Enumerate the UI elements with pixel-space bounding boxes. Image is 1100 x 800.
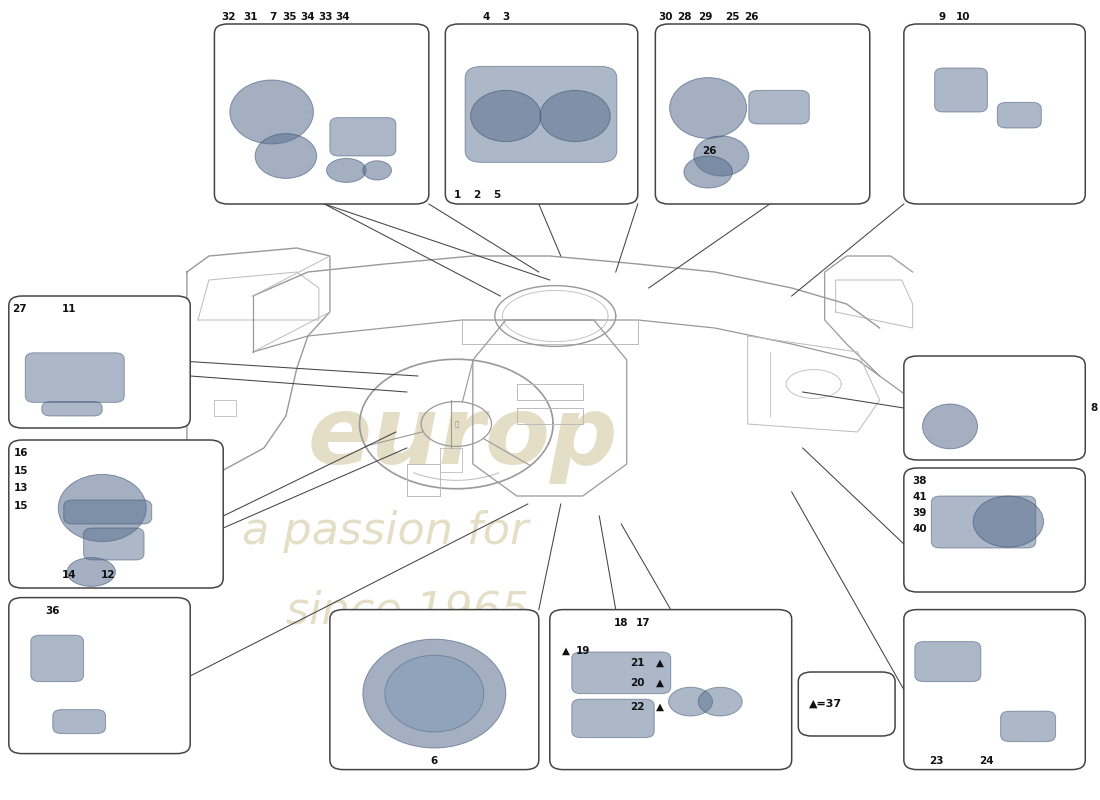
Text: europ: europ [308,392,618,484]
FancyBboxPatch shape [9,598,190,754]
FancyBboxPatch shape [550,610,792,770]
Ellipse shape [540,90,611,142]
Text: 20: 20 [630,678,645,687]
Text: 18: 18 [614,618,628,627]
FancyBboxPatch shape [998,102,1042,128]
Text: 3: 3 [503,12,509,22]
Text: 35: 35 [282,12,296,22]
Text: 4: 4 [482,12,490,22]
FancyBboxPatch shape [904,356,1086,460]
Ellipse shape [363,639,506,748]
FancyBboxPatch shape [53,710,106,734]
FancyBboxPatch shape [749,90,810,124]
Ellipse shape [363,161,392,180]
FancyBboxPatch shape [656,24,870,204]
Text: 15: 15 [14,466,29,475]
FancyBboxPatch shape [799,672,895,736]
Text: 23: 23 [930,757,944,766]
Text: 17: 17 [636,618,650,627]
Ellipse shape [669,687,713,716]
Text: 41: 41 [913,492,927,502]
Text: a passion for: a passion for [242,510,528,553]
FancyBboxPatch shape [42,402,102,416]
Text: 15: 15 [14,501,29,511]
FancyBboxPatch shape [935,68,988,112]
Text: ▲=37: ▲=37 [810,699,843,709]
FancyBboxPatch shape [572,699,654,738]
FancyBboxPatch shape [915,642,981,682]
Ellipse shape [698,687,742,716]
Text: 34: 34 [336,12,351,22]
Text: 27: 27 [12,304,28,314]
FancyBboxPatch shape [64,500,152,524]
Text: 38: 38 [913,476,927,486]
Ellipse shape [58,474,146,542]
Text: 19: 19 [575,646,590,656]
Text: 36: 36 [45,606,60,616]
Text: 39: 39 [913,508,927,518]
Ellipse shape [230,80,313,144]
FancyBboxPatch shape [9,296,190,428]
FancyBboxPatch shape [932,496,1036,548]
Ellipse shape [67,558,116,586]
FancyBboxPatch shape [572,652,671,694]
Text: 29: 29 [697,12,712,22]
Text: 14: 14 [62,570,77,580]
FancyBboxPatch shape [904,610,1086,770]
Text: 30: 30 [658,12,672,22]
Text: 34: 34 [300,12,316,22]
FancyBboxPatch shape [904,24,1086,204]
Text: 9: 9 [938,12,946,22]
Text: 26: 26 [702,146,716,156]
Text: 28: 28 [676,12,691,22]
Ellipse shape [327,158,366,182]
Text: 32: 32 [221,12,236,22]
Text: 21: 21 [630,658,645,667]
Text: 26: 26 [744,12,758,22]
Text: 5: 5 [494,190,501,200]
Text: ▲: ▲ [656,678,663,687]
Text: 🐎: 🐎 [454,421,459,427]
FancyBboxPatch shape [330,610,539,770]
Text: 7: 7 [270,12,276,22]
FancyBboxPatch shape [1001,711,1056,742]
Text: 2: 2 [474,190,481,200]
Text: 10: 10 [956,12,970,22]
Ellipse shape [255,134,317,178]
Ellipse shape [670,78,747,138]
Ellipse shape [923,404,978,449]
Text: 25: 25 [725,12,739,22]
Text: since 1965: since 1965 [286,590,529,633]
FancyBboxPatch shape [465,66,617,162]
Text: ▲: ▲ [656,658,663,667]
Text: 13: 13 [14,483,29,493]
FancyBboxPatch shape [84,528,144,560]
Text: 33: 33 [318,12,332,22]
Text: 12: 12 [100,570,116,580]
FancyBboxPatch shape [31,635,84,682]
Text: 1: 1 [454,190,461,200]
Ellipse shape [694,136,749,176]
Text: 11: 11 [62,304,77,314]
Ellipse shape [974,496,1044,547]
Ellipse shape [684,156,733,188]
Text: 40: 40 [913,524,927,534]
Text: 8: 8 [1091,403,1098,413]
Text: 16: 16 [14,448,29,458]
FancyBboxPatch shape [904,468,1086,592]
Text: ▲: ▲ [656,702,663,712]
Ellipse shape [385,655,484,732]
FancyBboxPatch shape [25,353,124,402]
Ellipse shape [471,90,541,142]
FancyBboxPatch shape [446,24,638,204]
Text: 6: 6 [431,757,438,766]
Text: 31: 31 [243,12,258,22]
FancyBboxPatch shape [214,24,429,204]
Text: 22: 22 [630,702,645,712]
Text: 24: 24 [979,757,993,766]
FancyBboxPatch shape [9,440,223,588]
Text: ▲: ▲ [562,646,570,656]
FancyBboxPatch shape [330,118,396,156]
